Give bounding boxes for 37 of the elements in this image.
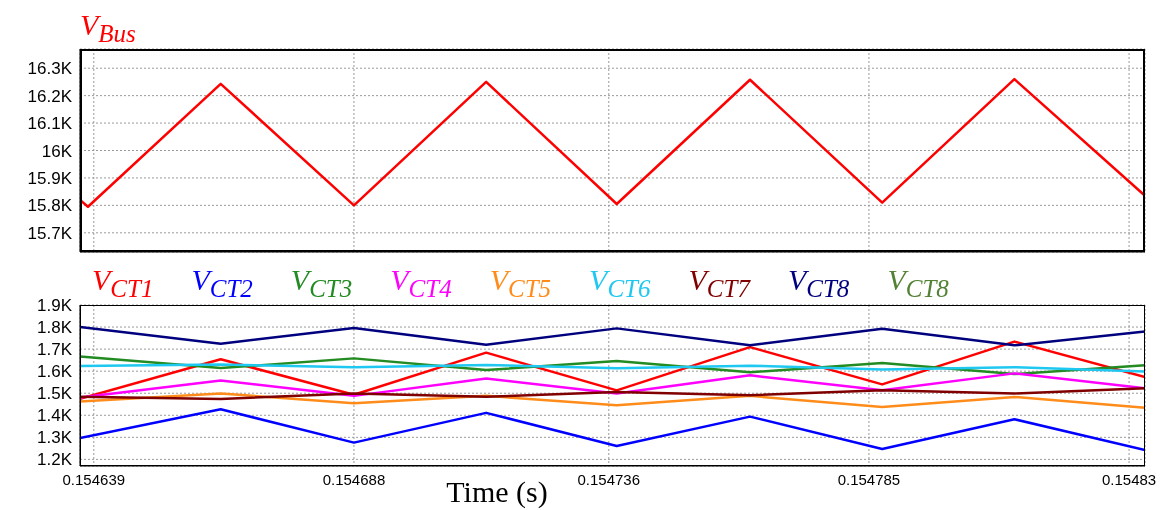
text: V$_{CT4}$: [390, 262, 452, 304]
y-tick-label: 15.9K: [27, 168, 73, 188]
x-tick-label: 0.154785: [837, 470, 901, 488]
y-tick-label: 1.7K: [37, 340, 73, 360]
text: V$_{CT7}$: [688, 262, 750, 304]
x-tick-label: 0.154639: [62, 470, 126, 488]
y-tick-label: 1.9K: [37, 296, 73, 316]
chart-title: V$_{Bus}$: [80, 8, 136, 47]
text: V$_{CT1}$: [92, 262, 154, 304]
line-series: [80, 387, 1145, 401]
line-series: [80, 392, 1145, 410]
y-tick-label: 1.8K: [37, 318, 73, 338]
line-series: [80, 325, 1145, 347]
x-tick-label: 0.15483: [1101, 470, 1157, 488]
line-series: [80, 77, 1145, 208]
y-tick-label: 1.5K: [37, 384, 73, 404]
x-tick-label: 0.154736: [577, 470, 641, 488]
text: V$_{CT5}$: [489, 262, 552, 304]
y-tick-label: 16.2K: [27, 86, 73, 106]
line-series: [80, 363, 1145, 373]
x-axis-title: Time (s): [446, 475, 548, 508]
y-tick-label: 16K: [41, 141, 73, 161]
y-tick-label: 1.4K: [37, 406, 73, 426]
y-tick-label: 1.2K: [37, 450, 73, 470]
y-tick-label: 16.1K: [27, 114, 73, 134]
y-tick-label: 15.7K: [27, 223, 73, 243]
series-label: V$_{CT8}$: [787, 262, 850, 304]
x-tick-label: 0.154688: [322, 470, 386, 488]
y-tick-label: 15.8K: [27, 196, 73, 216]
series-label: V$_{CT3}$: [290, 262, 353, 304]
y-tick-label: 1.3K: [37, 428, 73, 448]
y-tick-label: 16.3K: [27, 59, 73, 79]
line-series: [80, 408, 1145, 452]
y-tick-label: 1.6K: [37, 362, 73, 382]
text: V$_{CT6}$: [589, 262, 651, 304]
text: V$_{CT8}$: [887, 262, 949, 304]
text: V$_{CT2}$: [191, 262, 253, 304]
